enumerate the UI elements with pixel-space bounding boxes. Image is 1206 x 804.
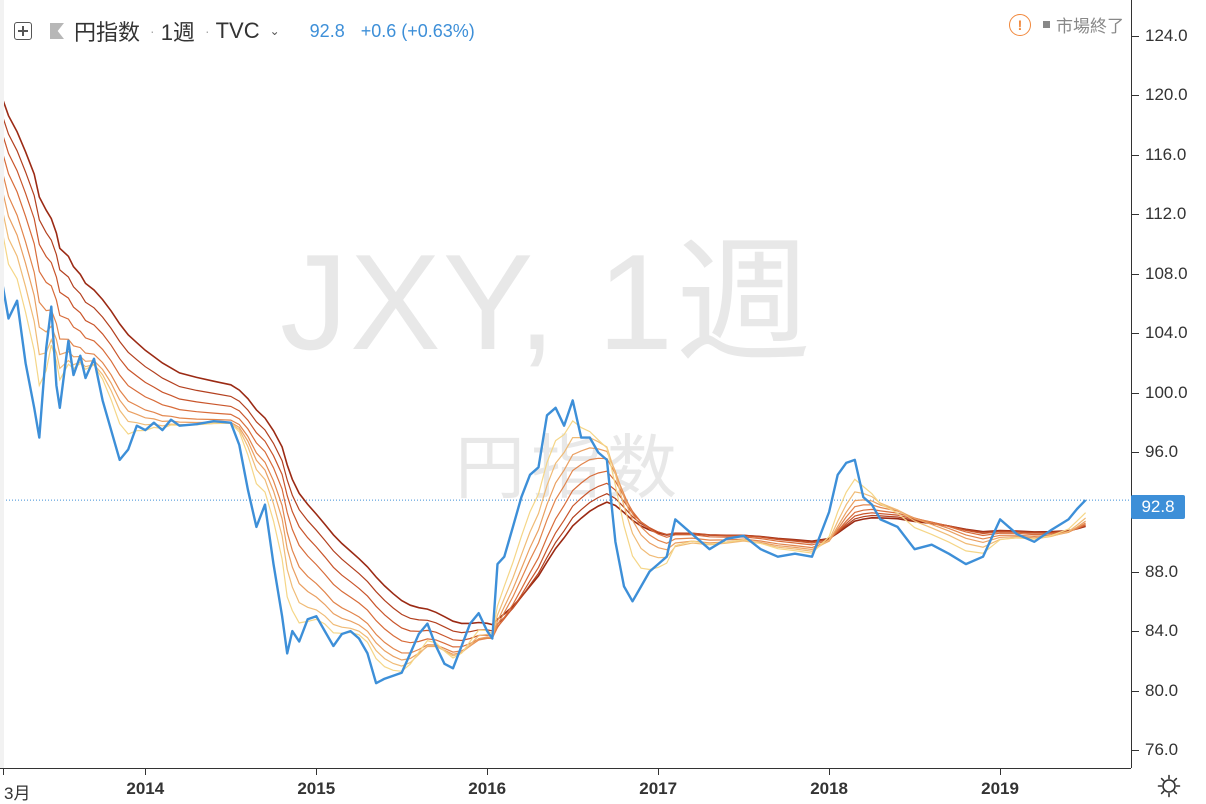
x-axis-tick [1000,769,1002,775]
y-axis-tick [1132,690,1139,692]
settings-gear-icon[interactable] [1157,774,1181,798]
y-axis-tick-label: 76.0 [1145,740,1179,760]
y-axis-tick-label: 104.0 [1145,323,1188,343]
y-axis-tick [1132,392,1139,394]
last-value: 92.8 [309,20,345,41]
price-axis[interactable]: 124.0 120.0 116.0 112.0 108.0 104.0 100.0 96.0 9… [1131,0,1206,768]
x-axis-tick-label: 2015 [297,779,336,798]
y-axis-tick [1132,750,1139,752]
y-axis-tick [1132,571,1139,573]
y-axis-tick-label: 120.0 [1145,85,1188,105]
y-axis-tick-label: 124.0 [1145,25,1188,45]
y-axis-tick-label: 80.0 [1145,680,1179,700]
y-axis-tick-label: 96.0 [1145,442,1179,462]
x-axis-tick-label: 2017 [639,779,678,798]
x-axis-tick [3,769,5,775]
x-axis-tick [316,769,318,775]
flag-icon[interactable] [50,23,64,39]
status-dot-icon [1043,21,1050,28]
time-axis[interactable]: 3月 2014 2015 2016 2017 2018 2019 [0,768,1131,803]
ribbon-ma-line-5 [1,168,1086,654]
separator-dot: · [204,23,210,39]
separator-dot: · [150,23,155,39]
x-axis-tick [658,769,660,775]
market-status-text: 市場終了 [1056,17,1124,36]
last-price-tag: 92.8 [1131,495,1185,519]
y-axis-tick [1132,273,1139,275]
y-axis-tick [1132,154,1139,156]
expand-icon[interactable] [14,22,32,40]
alert-icon[interactable]: ! [1009,13,1031,36]
exchange-label[interactable]: TVC [215,18,260,43]
chevron-down-icon[interactable]: ⌄ [269,24,280,38]
ribbon-ma-line-4 [1,149,1086,648]
interval-label[interactable]: 1週 [160,20,195,45]
symbol-name[interactable]: 円指数 [74,20,141,45]
market-status[interactable]: ! 市場終了 [1009,12,1124,37]
x-axis-tick-label: 2019 [981,779,1019,798]
x-axis-tick-label: 2018 [810,779,849,798]
y-axis-tick [1132,452,1139,454]
ribbon-ma-line-2 [1,113,1086,634]
x-axis-tick [829,769,831,775]
y-axis-tick [1132,631,1139,633]
ribbon-ma-line-8 [1,227,1087,672]
y-axis-tick [1132,214,1139,216]
y-axis-tick-label: 112.0 [1145,204,1187,224]
x-axis-tick [487,769,489,775]
price-change: +0.6 (+0.63%) [360,20,475,41]
left-edge-strip [0,0,4,768]
y-axis-tick [1132,35,1139,37]
y-axis-tick [1132,95,1139,97]
price-series-line[interactable] [0,279,1087,685]
x-axis-tick-label: 3月 [4,784,31,803]
plot-area[interactable]: JXY, 1週 円指数 [0,0,1130,768]
y-axis-tick-label: 84.0 [1145,621,1179,641]
x-axis-tick-label: 2014 [126,779,165,798]
price-chart[interactable] [0,0,1130,768]
y-axis-tick-label: 88.0 [1145,561,1179,581]
y-axis-tick-label: 108.0 [1145,263,1188,283]
x-axis-tick [145,769,147,775]
y-axis-tick-label: 100.0 [1145,382,1188,402]
chart-header: 円指数 · 1週 · TVC ⌄ 92.8 +0.6 (+0.63%) [14,14,483,48]
ribbon-ma-line-6 [1,187,1086,661]
y-axis-tick-label: 116.0 [1145,144,1187,164]
x-axis-tick-label: 2016 [468,779,507,798]
y-axis-tick [1132,333,1139,335]
